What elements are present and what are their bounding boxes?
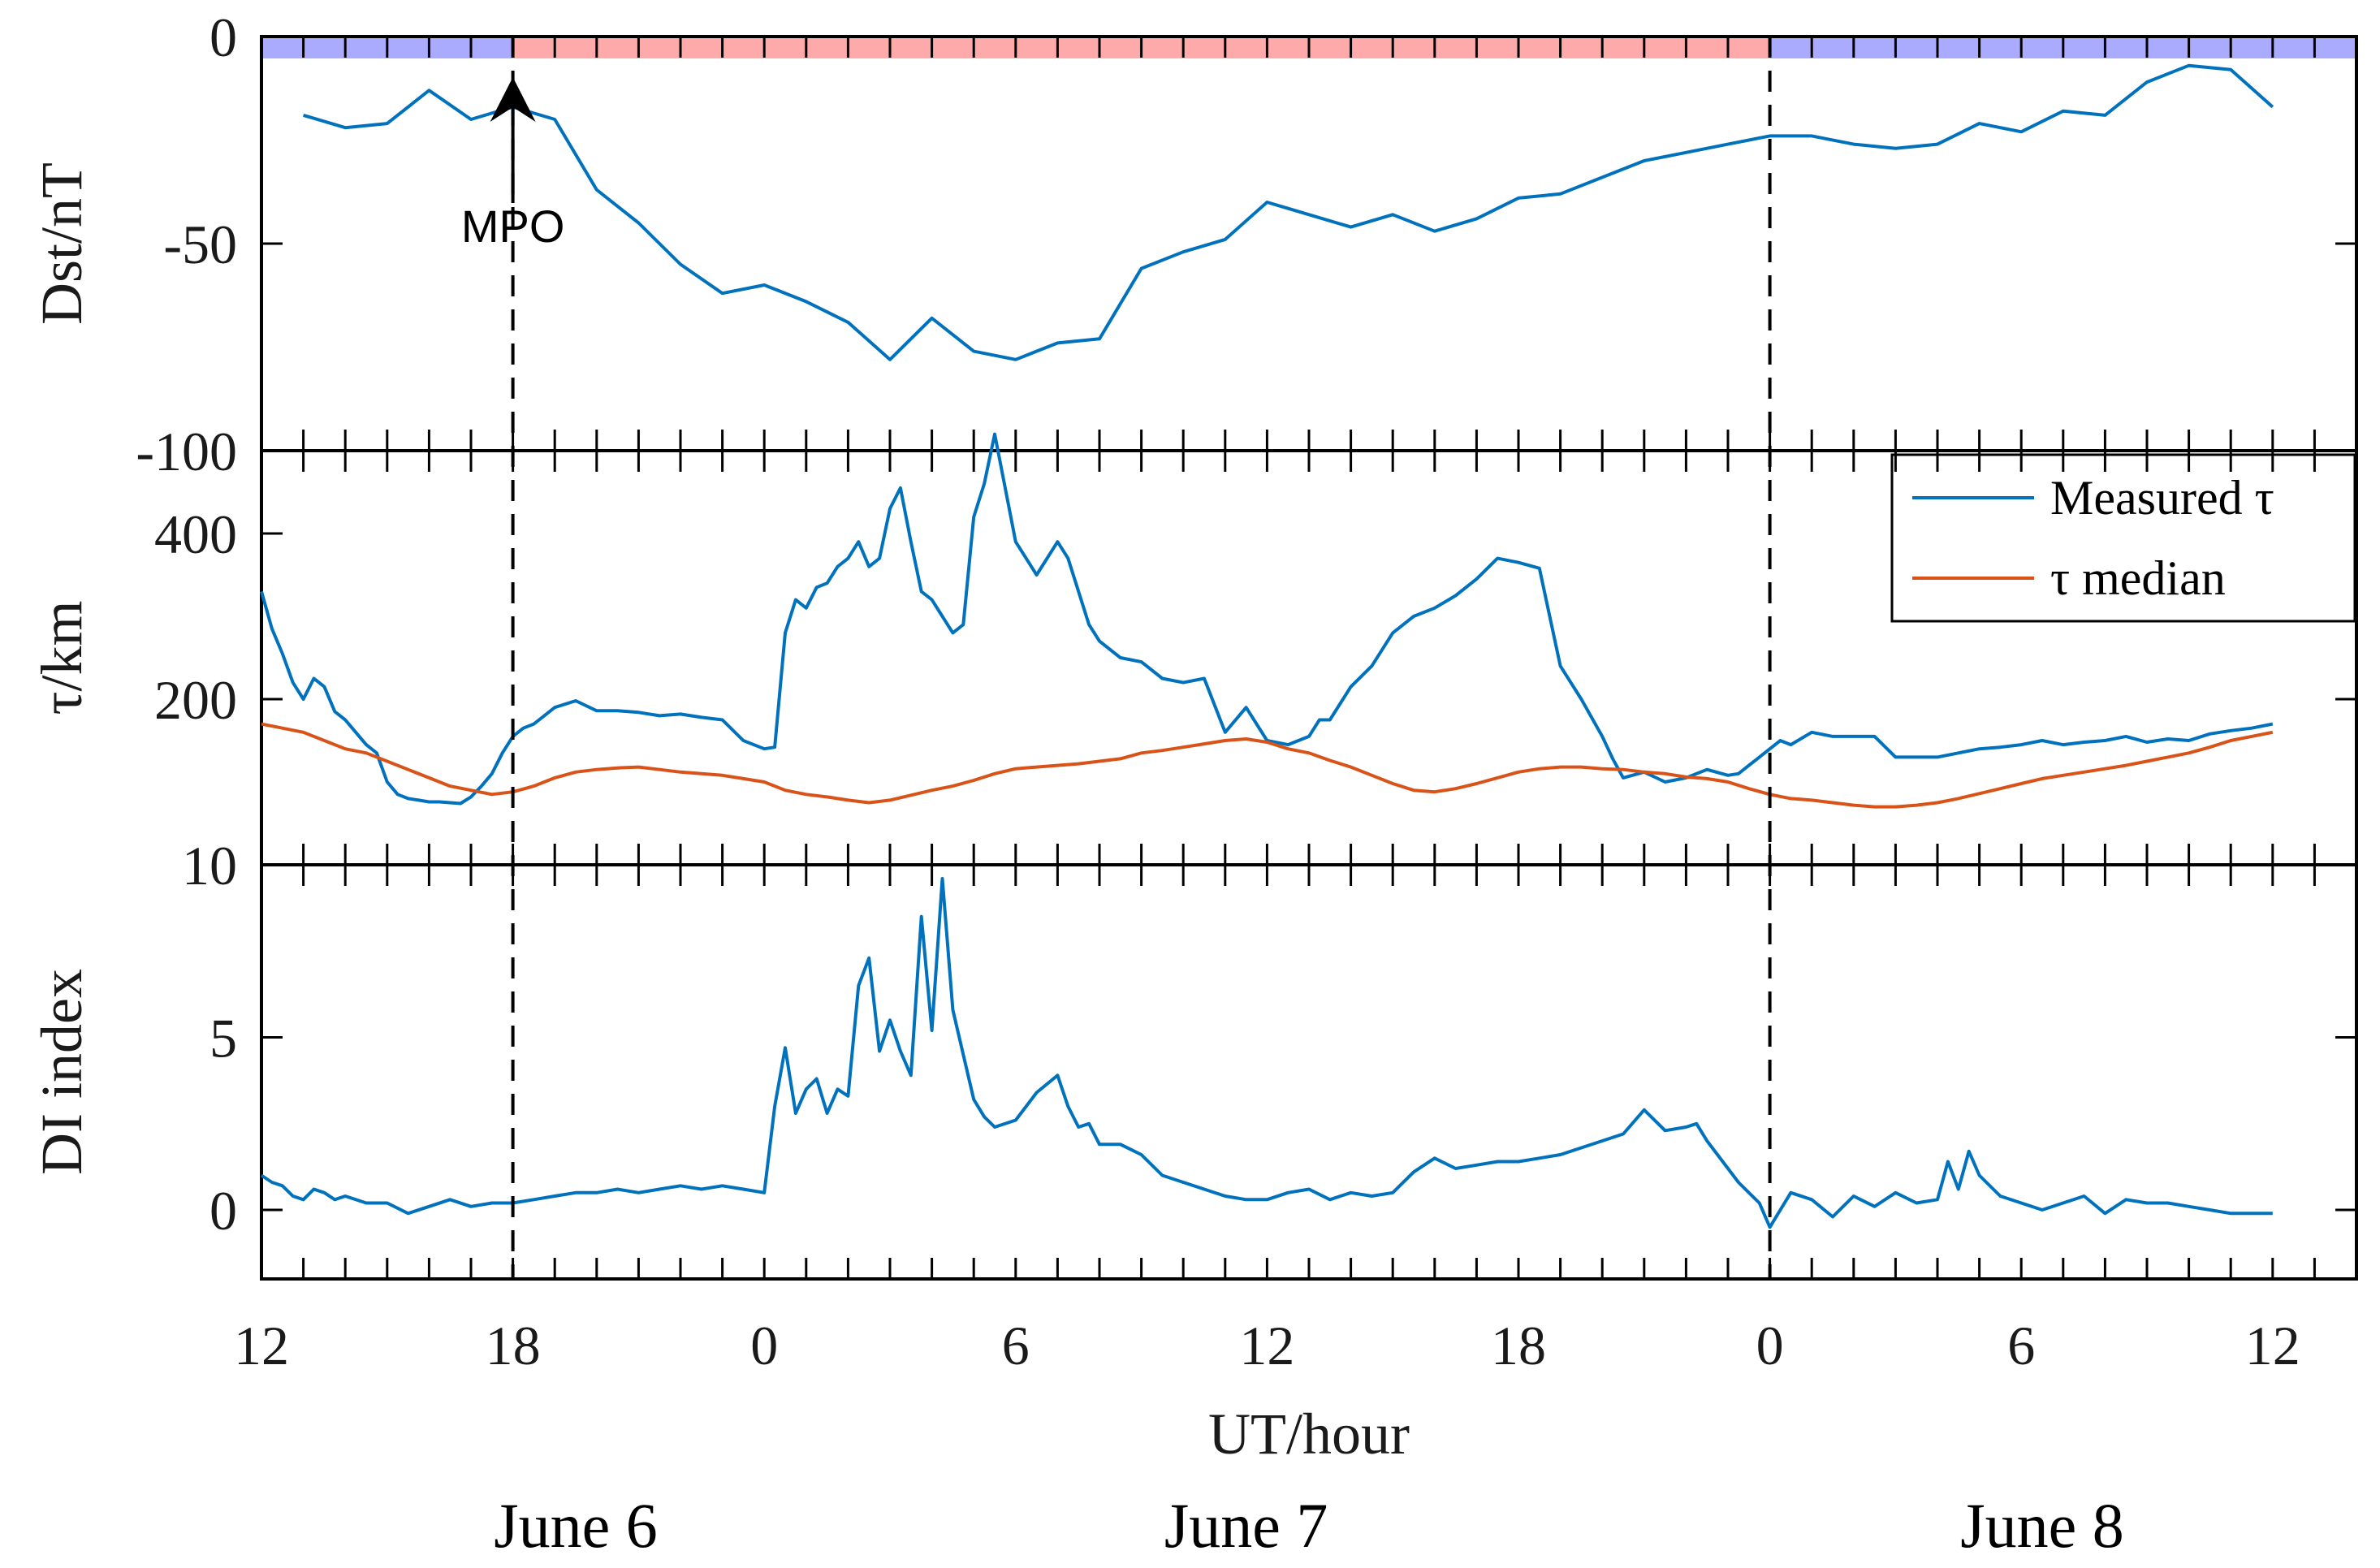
legend-box bbox=[1890, 453, 2356, 623]
x-tick-label-4: 12 bbox=[1239, 1315, 1294, 1376]
tau-y-axis-title: τ/km bbox=[29, 601, 94, 715]
di-series-line-0 bbox=[260, 877, 2273, 1229]
dst-y-tick-label-2: -100 bbox=[136, 421, 237, 482]
di-y-tick-label-1: 5 bbox=[209, 1008, 237, 1069]
tau-y-ticks: 200 400 bbox=[154, 503, 2356, 731]
tau-y-tick-label-0: 200 bbox=[154, 669, 237, 731]
date-label-0: June 6 bbox=[494, 1490, 657, 1561]
di-series bbox=[260, 877, 2273, 1229]
tau-y-tick-label-1: 400 bbox=[154, 503, 237, 565]
di-y-tick-label-2: 10 bbox=[182, 835, 237, 896]
date-label-1: June 7 bbox=[1164, 1490, 1328, 1561]
event-dashed-lines bbox=[511, 37, 1772, 1279]
x-tick-label-2: 0 bbox=[750, 1315, 778, 1376]
tau-series bbox=[260, 432, 2274, 809]
dst-y-tick-label-0: 0 bbox=[209, 6, 237, 68]
tau-panel: 200 400 τ/km Measured τ τ median bbox=[29, 432, 2358, 866]
dst-plot-frame bbox=[260, 35, 2358, 452]
mpo-annotation: MPO bbox=[461, 77, 565, 252]
tau-legend: Measured τ τ median bbox=[1890, 453, 2356, 623]
dst-panel: 0 -50 -100 Dst/nT bbox=[29, 6, 2358, 482]
x-tick-label-1: 18 bbox=[486, 1315, 541, 1376]
date-labels: June 6 June 7 June 8 bbox=[494, 1490, 2123, 1561]
di-y-ticks: 0 5 10 bbox=[182, 835, 2356, 1242]
dst-y-tick-label-1: -50 bbox=[163, 214, 237, 275]
dst-y-ticks: 0 -50 -100 bbox=[136, 6, 2356, 482]
x-axis-ticks bbox=[260, 37, 2358, 1279]
x-tick-label-7: 6 bbox=[2007, 1315, 2035, 1376]
di-plot-frame bbox=[260, 863, 2358, 1281]
tau-series-line-1 bbox=[261, 722, 2274, 809]
x-axis-tick-labels: 12 18 0 6 12 18 0 6 12 bbox=[234, 1315, 2300, 1376]
mpo-label: MPO bbox=[461, 201, 565, 252]
di-y-axis-title: DI index bbox=[29, 969, 94, 1175]
legend-label-median: τ median bbox=[2050, 551, 2226, 605]
tau-series-line-0 bbox=[260, 432, 2274, 806]
dst-series-line-0 bbox=[303, 63, 2274, 361]
x-tick-label-8: 12 bbox=[2245, 1315, 2300, 1376]
dst-series bbox=[303, 63, 2274, 361]
x-axis-title: UT/hour bbox=[1208, 1402, 1410, 1466]
x-tick-label-6: 0 bbox=[1756, 1315, 1784, 1376]
di-panel: 0 5 10 DI index bbox=[29, 835, 2358, 1281]
di-y-tick-label-0: 0 bbox=[209, 1180, 237, 1242]
x-tick-label-5: 18 bbox=[1491, 1315, 1546, 1376]
date-label-2: June 8 bbox=[1960, 1490, 2123, 1561]
mpo-arrowhead-icon bbox=[490, 77, 536, 122]
x-tick-label-3: 6 bbox=[1002, 1315, 1030, 1376]
x-tick-label-0: 12 bbox=[234, 1315, 289, 1376]
dst-y-axis-title: Dst/nT bbox=[29, 162, 94, 325]
legend-label-measured: Measured τ bbox=[2050, 471, 2274, 525]
